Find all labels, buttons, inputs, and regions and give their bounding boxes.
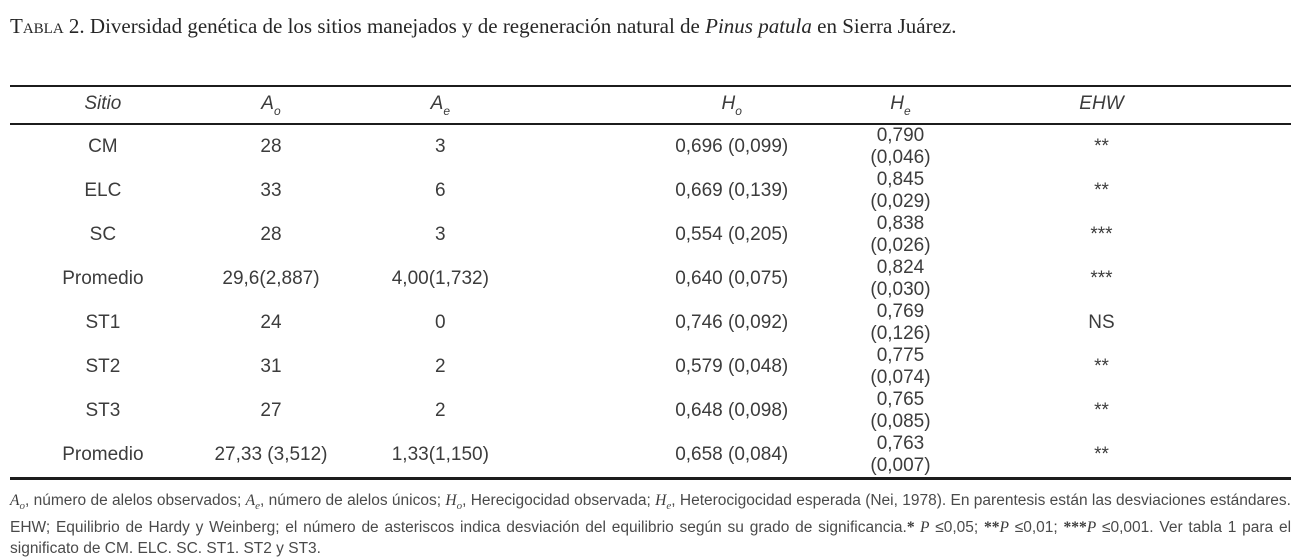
table-cell: 6 — [435, 180, 446, 201]
column-header-sitio: Sitio — [10, 86, 196, 125]
table-cell: 27,33 (3,512) — [214, 444, 328, 465]
table-cell: 0,775 (0,074) — [870, 345, 931, 388]
table-cell: 0,845 (0,029) — [870, 169, 931, 212]
symbol-ao: A — [10, 492, 20, 509]
table-cell: 1,33(1,150) — [391, 444, 489, 465]
table-footnote: Ao, número de alelos observados; Ae, núm… — [10, 492, 1292, 557]
column-header-ae: Ae — [362, 86, 555, 125]
column-header-ao: Ao — [195, 86, 363, 125]
table-row: Sitio Ao Ae Ho He EHW — [10, 86, 1291, 125]
table-row: ST1 24 0 0,746 (0,092) 0,769 (0,126) NS — [10, 301, 1291, 345]
table-cell: 0,696 (0,099) — [675, 136, 789, 157]
table-cell: 3 — [435, 224, 446, 245]
table-cell: Promedio — [62, 444, 144, 465]
significance-two-stars: ** — [983, 519, 1000, 536]
table-cell: NS — [1088, 312, 1115, 333]
table-cell: 0,765 (0,085) — [870, 389, 931, 432]
table-cell: 28 — [260, 224, 282, 245]
table-cell: 27 — [260, 400, 282, 421]
caption-text-after: en Sierra Juárez. — [811, 14, 957, 38]
table-cell: 4,00(1,732) — [391, 268, 489, 289]
table-cell: 0,658 (0,084) — [675, 444, 789, 465]
table-body: CM 28 3 0,696 (0,099) 0,790 (0,046) ** E… — [10, 124, 1291, 479]
table-cell: 0,579 (0,048) — [675, 356, 789, 377]
table-cell: 2 — [435, 356, 446, 377]
table-row: ST3 27 2 0,648 (0,098) 0,765 (0,085) ** — [10, 389, 1291, 433]
table-cell: 0,746 (0,092) — [675, 312, 789, 333]
column-header-ehw: EHW — [1021, 86, 1291, 125]
table-cell: 0,648 (0,098) — [675, 400, 789, 421]
table-cell: *** — [1090, 224, 1113, 245]
table-cell: 0,824 (0,030) — [870, 257, 931, 300]
caption-text-before: Diversidad genética de los sitios maneja… — [84, 14, 706, 38]
table-cell: 0,669 (0,139) — [675, 180, 789, 201]
column-header-ho: Ho — [554, 86, 850, 125]
table-cell: 3 — [435, 136, 446, 157]
table-cell: 31 — [260, 356, 282, 377]
table-row: Promedio 29,6(2,887) 4,00(1,732) 0,640 (… — [10, 257, 1291, 301]
table-cell: ELC — [84, 180, 122, 201]
table-cell: ** — [1094, 444, 1109, 465]
genetic-diversity-table: Sitio Ao Ae Ho He EHW CM 28 3 0,696 (0,0… — [10, 85, 1291, 480]
table-cell: 0,554 (0,205) — [675, 224, 789, 245]
table-cell: SC — [89, 224, 117, 245]
table-row: Promedio 27,33 (3,512) 1,33(1,150) 0,658… — [10, 433, 1291, 479]
table-cell: 28 — [260, 136, 282, 157]
table-cell: 0 — [435, 312, 446, 333]
significance-one-star: * — [906, 519, 920, 536]
table-cell: CM — [88, 136, 118, 157]
table-cell: ** — [1094, 180, 1109, 201]
table-row: ST2 31 2 0,579 (0,048) 0,775 (0,074) ** — [10, 345, 1291, 389]
symbol-ae: A — [245, 492, 256, 509]
table-cell: 2 — [435, 400, 446, 421]
caption-species-name: Pinus patula — [705, 14, 812, 38]
table-cell: ** — [1094, 400, 1109, 421]
table-header-row: Sitio Ao Ae Ho He EHW — [10, 86, 1291, 125]
column-header-he: He — [849, 86, 1022, 125]
table-cell: ST3 — [85, 400, 121, 421]
table-row: CM 28 3 0,696 (0,099) 0,790 (0,046) ** — [10, 124, 1291, 169]
caption-label: Tabla 2. — [10, 14, 85, 38]
table-cell: 0,769 (0,126) — [870, 301, 931, 344]
table-cell: *** — [1090, 268, 1113, 289]
table-caption: Tabla 2. Diversidad genética de los siti… — [10, 12, 1291, 40]
symbol-he: H — [655, 492, 667, 509]
table-cell: Promedio — [62, 268, 144, 289]
symbol-ho: H — [445, 492, 457, 509]
table-cell: 29,6(2,887) — [222, 268, 320, 289]
table-cell: ** — [1094, 356, 1109, 377]
table-cell: 0,838 (0,026) — [870, 213, 931, 256]
table-cell: 33 — [260, 180, 282, 201]
table-cell: 0,790 (0,046) — [870, 125, 931, 168]
table-cell: ** — [1094, 136, 1109, 157]
table-cell: ST1 — [85, 312, 121, 333]
table-row: SC 28 3 0,554 (0,205) 0,838 (0,026) *** — [10, 213, 1291, 257]
table-row: ELC 33 6 0,669 (0,139) 0,845 (0,029) ** — [10, 169, 1291, 213]
table-cell: 0,640 (0,075) — [675, 268, 789, 289]
table-cell: 0,763 (0,007) — [870, 433, 931, 476]
significance-three-stars: *** — [1063, 519, 1087, 536]
table-cell: 24 — [260, 312, 282, 333]
table-cell: ST2 — [85, 356, 121, 377]
